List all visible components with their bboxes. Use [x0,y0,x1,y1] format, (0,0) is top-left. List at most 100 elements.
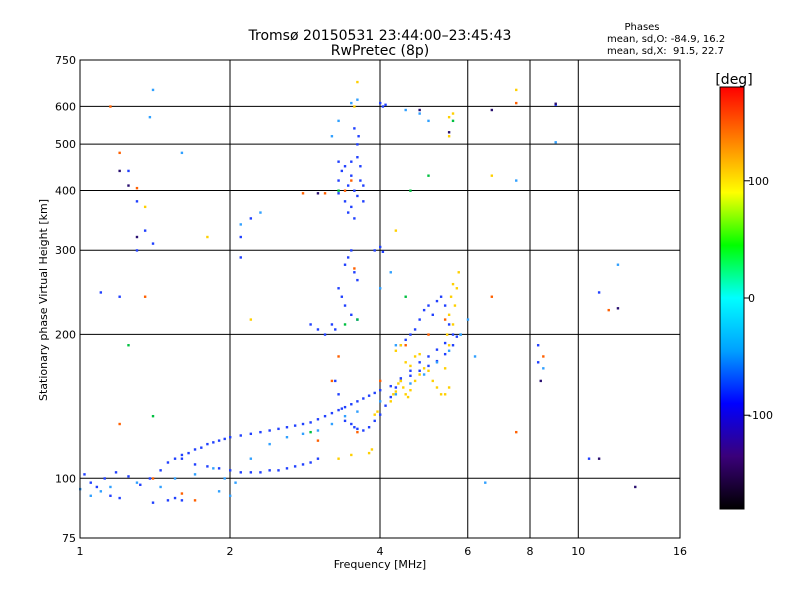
data-point [427,364,430,368]
data-point [435,361,439,364]
data-point [439,393,443,396]
data-point [330,422,334,426]
data-point [427,119,430,123]
data-point [249,318,253,321]
data-point [451,112,455,115]
data-point [151,477,155,480]
data-point [212,467,215,470]
data-point [409,364,412,368]
data-point [249,432,253,436]
data-point [173,477,177,480]
data-point [249,217,253,220]
data-point [453,304,457,307]
data-point [323,414,327,418]
x-tick-label: 10 [571,545,585,558]
data-point [607,308,610,312]
data-point [330,323,334,326]
data-point [353,105,356,108]
data-point [337,355,340,358]
data-point [435,348,439,351]
data-point [427,174,430,177]
data-point [542,355,545,358]
data-point [118,422,121,426]
data-point [404,338,407,342]
data-point [143,295,147,298]
data-point [379,388,382,392]
data-point [309,421,312,424]
data-point [379,287,382,290]
data-point [394,344,398,347]
data-point [135,481,139,484]
data-point [447,344,451,347]
data-point [135,249,139,252]
data-point [249,457,253,460]
y-tick-label: 600 [55,100,76,113]
colorbar [719,86,745,510]
data-point [340,295,344,298]
data-point [223,477,226,480]
data-point [413,328,417,331]
data-point [309,323,312,326]
data-point [367,394,371,397]
data-point [447,313,451,317]
data-point [151,501,155,504]
data-point [451,333,455,336]
data-point [343,419,347,423]
data-point [457,271,460,274]
data-point [445,333,449,336]
data-point [301,463,305,466]
data-point [343,200,347,203]
data-point [490,295,494,298]
data-point [337,179,340,182]
data-point [127,184,130,187]
data-point [404,361,407,364]
data-point [399,379,403,383]
data-point [301,432,305,436]
data-point [616,307,620,310]
data-points [79,80,637,504]
data-point [239,223,242,226]
y-tick-label: 75 [62,532,76,545]
data-point [455,335,459,338]
data-point [316,328,320,331]
data-point [350,403,353,406]
data-point [316,457,320,460]
data-point [118,496,121,500]
x-tick-label: 16 [673,545,687,558]
data-point [127,475,130,478]
data-point [127,344,130,347]
data-point [451,323,455,326]
data-point [229,469,232,472]
data-point [350,160,353,163]
data-point [435,299,439,303]
data-point [389,395,392,399]
data-point [409,369,412,372]
data-point [217,467,221,470]
phases-mean-o: mean, sd,O: -84.9, 16.2 [607,34,725,45]
data-point [443,318,447,321]
data-point [373,391,376,395]
data-point [451,282,455,286]
data-point [404,295,407,298]
data-point [200,446,203,449]
data-point [337,192,340,195]
data-point [356,318,359,321]
data-point [114,471,118,474]
phases-mean-x: mean, sd,X: 91.5, 22.7 [607,46,724,57]
data-point [343,405,347,409]
data-point [309,430,312,434]
data-point [399,344,403,347]
data-point [443,304,447,307]
colorbar-unit-label: [deg] [715,72,752,88]
data-point [229,494,232,497]
data-point [554,102,557,105]
data-point [597,457,601,460]
data-point [350,205,353,209]
data-point [316,439,320,442]
data-point [259,471,262,474]
data-point [402,386,405,389]
data-point [135,200,139,203]
data-point [350,422,353,426]
data-point [109,105,112,108]
data-point [362,184,365,187]
